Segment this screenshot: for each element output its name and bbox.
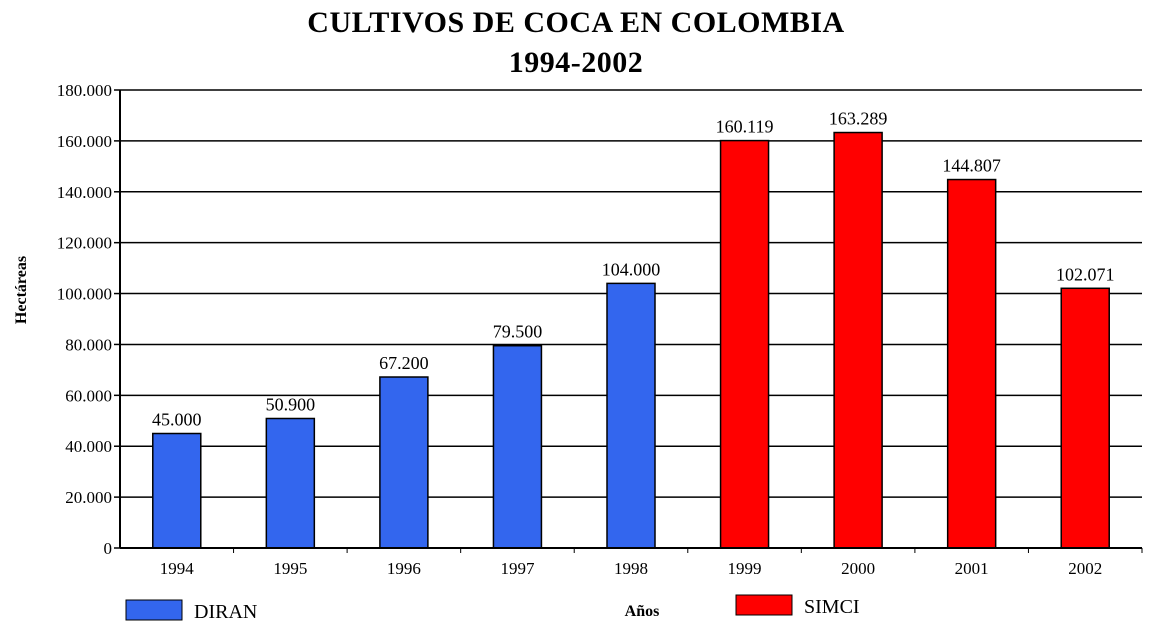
y-tick-label: 20.000 [65, 488, 112, 507]
x-tick-label: 1997 [500, 559, 535, 578]
bar-1998 [606, 282, 656, 549]
y-axis-label: Hectáreas [13, 256, 30, 324]
bar-1999 [719, 139, 770, 549]
y-tick-label: 120.000 [57, 234, 112, 253]
legend-swatch-diran [125, 599, 183, 621]
chart-title: CULTIVOS DE COCA EN COLOMBIA [307, 6, 845, 39]
legend-label: DIRAN [194, 601, 257, 622]
data-label: 163.289 [829, 109, 888, 129]
chart-subtitle: 1994-2002 [508, 46, 644, 79]
x-tick-label: 1999 [728, 559, 762, 578]
y-tick-labels: 0 20.000 40.000 60.000 80.000 100.000 120.000 1… [57, 81, 112, 558]
y-tick-label: 80.000 [65, 335, 112, 354]
bar-1996 [379, 376, 429, 549]
bar-1995 [265, 417, 316, 549]
data-label: 144.807 [942, 156, 1001, 176]
bars [152, 131, 1110, 549]
data-label: 67.200 [379, 353, 429, 373]
y-tick-label: 60.000 [65, 386, 112, 405]
axes [119, 90, 1142, 549]
y-tick-label: 180.000 [57, 81, 112, 100]
data-labels: 45.000 50.900 67.200 79.500 104.000 160.119 16… [152, 109, 1114, 430]
x-tick-labels: 1994 1995 1996 1997 1998 1999 2000 2001 2002 [160, 548, 1143, 578]
y-tick-label: 100.000 [57, 285, 112, 304]
data-label: 104.000 [602, 259, 661, 279]
x-tick-label: 2000 [841, 559, 875, 578]
legend: DIRAN SIMCI [125, 594, 860, 622]
x-tick-label: 1995 [273, 559, 307, 578]
y-tick-label: 0 [104, 539, 113, 558]
x-axis-label: Años [625, 603, 660, 620]
y-tick-label: 160.000 [57, 132, 112, 151]
legend-swatch-simci [735, 594, 793, 616]
data-label: 79.500 [493, 322, 543, 342]
x-tick-label: 2002 [1068, 559, 1102, 578]
data-label: 45.000 [152, 410, 202, 430]
y-tick-label: 40.000 [65, 437, 112, 456]
bar-1997 [492, 344, 543, 549]
bar-2000 [833, 131, 883, 549]
x-tick-label: 1996 [387, 559, 421, 578]
data-label: 160.119 [716, 117, 774, 137]
x-tick-label: 1998 [614, 559, 648, 578]
data-label: 102.071 [1056, 264, 1115, 284]
bar-2001 [946, 178, 997, 549]
x-tick-label: 2001 [955, 559, 989, 578]
bar-2002 [1060, 287, 1110, 549]
x-tick-label: 1994 [160, 559, 195, 578]
y-tick-label: 140.000 [57, 183, 112, 202]
legend-label: SIMCI [804, 596, 860, 618]
data-label: 50.900 [266, 394, 316, 414]
bar-1994 [152, 432, 202, 549]
